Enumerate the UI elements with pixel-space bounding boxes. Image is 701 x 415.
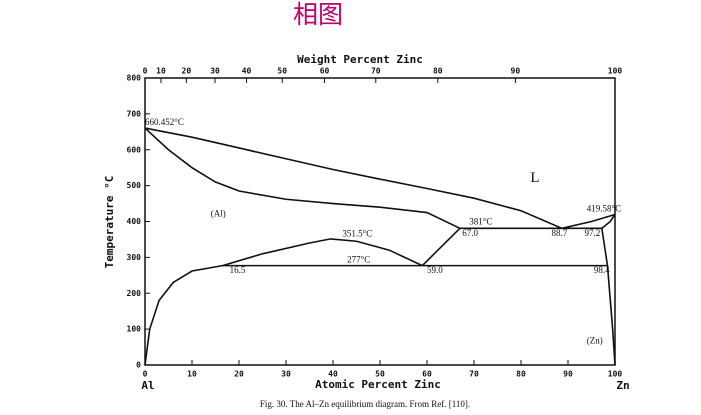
y-tick-label: 600 [127, 145, 142, 154]
annotation: 660.452°C [145, 117, 184, 127]
x2-tick-label: 80 [433, 67, 443, 76]
annotation: 88.7 [552, 228, 568, 238]
annotation: 16.5 [230, 265, 246, 275]
annotation: 67.0 [462, 228, 478, 238]
annotation: L [530, 170, 539, 186]
y-tick-label: 100 [127, 325, 142, 334]
x-tick-label: 70 [469, 370, 479, 379]
x-tick-label: 50 [375, 370, 385, 379]
x2-tick-label: 10 [156, 67, 166, 76]
x-tick-label: 100 [608, 370, 623, 379]
x2-tick-label: 40 [242, 67, 252, 76]
x-tick-label: 40 [328, 370, 338, 379]
x2-tick-label: 30 [210, 67, 220, 76]
y-tick-label: 300 [127, 253, 142, 262]
x2-tick-label: 70 [371, 67, 381, 76]
annotation: 97.2 [584, 228, 600, 238]
phase-boundary [144, 264, 223, 366]
y-axis-label: Temperature °C [103, 176, 116, 269]
right-element: Zn [616, 379, 629, 392]
y-tick-label: 0 [136, 361, 141, 370]
x2-tick-label: 50 [277, 67, 287, 76]
x-tick-label: 90 [563, 370, 573, 379]
x-tick-label: 0 [143, 370, 148, 379]
annotation: (Al) [211, 208, 226, 218]
chart-title: 相图 [293, 0, 343, 29]
x2-tick-label: 90 [511, 67, 521, 76]
annotation: (Zn) [587, 336, 603, 346]
phase-boundary [144, 127, 461, 230]
x2-axis-label: Weight Percent Zinc [297, 53, 423, 66]
annotation: 381°C [469, 217, 492, 227]
x2-tick-label: 60 [320, 67, 330, 76]
phase-boundary [421, 227, 461, 267]
y-tick-label: 400 [127, 217, 142, 226]
annotation: 59.0 [427, 265, 443, 275]
phase-boundary [144, 127, 616, 230]
annotation: 277°C [347, 254, 370, 264]
phase-boundary [222, 238, 423, 267]
x-tick-label: 30 [281, 370, 291, 379]
x-tick-label: 10 [187, 370, 197, 379]
left-element: Al [141, 379, 154, 392]
y-tick-label: 200 [127, 289, 142, 298]
x-tick-label: 80 [516, 370, 526, 379]
annotation: 98.4 [594, 265, 610, 275]
x-axis-label: Atomic Percent Zinc [315, 378, 441, 391]
caption: Fig. 30. The Al–Zn equilibrium diagram. … [260, 399, 470, 409]
annotation: 351.5°C [342, 228, 372, 238]
phase-boundary [601, 214, 616, 229]
x-tick-label: 20 [234, 370, 244, 379]
x2-tick-label: 100 [608, 67, 623, 76]
x-tick-label: 60 [422, 370, 432, 379]
y-tick-label: 700 [127, 109, 142, 118]
y-tick-label: 500 [127, 181, 142, 190]
annotation: 419.58°C [587, 203, 621, 213]
y-tick-label: 800 [127, 74, 142, 83]
phase-boundary [601, 228, 616, 366]
x2-tick-label: 20 [182, 67, 192, 76]
x2-tick-label: 0 [143, 67, 148, 76]
